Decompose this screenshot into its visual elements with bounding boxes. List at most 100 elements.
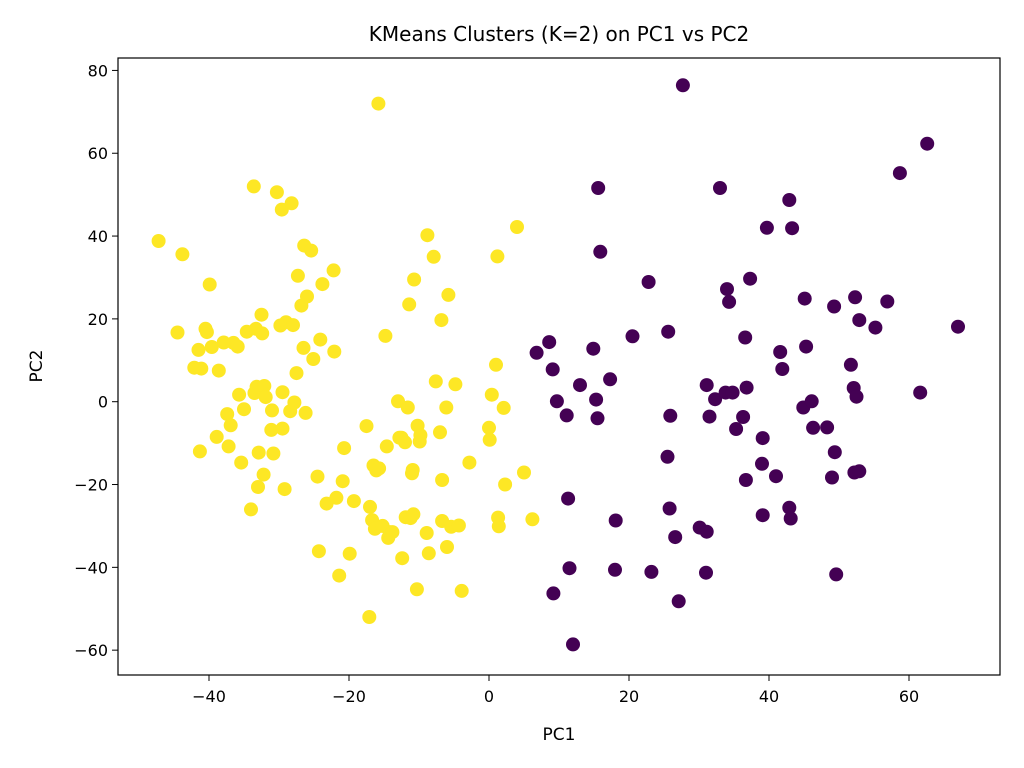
scatter-point	[385, 525, 400, 540]
scatter-point	[708, 392, 723, 407]
scatter-point	[400, 400, 415, 415]
scatter-point	[372, 461, 387, 476]
scatter-point	[661, 324, 676, 339]
scatter-point	[755, 456, 769, 471]
scatter-point	[590, 411, 605, 426]
scatter-point	[852, 313, 867, 328]
scatter-point	[702, 409, 717, 424]
scatter-point	[310, 469, 325, 484]
scatter-point	[517, 465, 531, 480]
scatter-point	[739, 380, 754, 395]
scatter-point	[699, 524, 714, 539]
y-tick-label: −40	[74, 558, 108, 577]
scatter-point	[251, 480, 265, 494]
scatter-point	[589, 392, 604, 407]
scatter-point	[402, 297, 417, 312]
scatter-point	[593, 244, 608, 259]
scatter-point	[440, 540, 454, 554]
scatter-point	[439, 400, 454, 415]
scatter-point	[191, 342, 206, 357]
y-tick-label: 20	[88, 310, 108, 329]
scatter-point	[223, 418, 238, 433]
scatter-point	[804, 394, 819, 409]
scatter-point	[170, 325, 185, 340]
scatter-point	[722, 294, 737, 309]
scatter-point	[913, 385, 928, 400]
scatter-point	[738, 330, 753, 345]
scatter-point	[454, 583, 469, 598]
scatter-point	[759, 220, 774, 235]
scatter-point	[265, 403, 279, 418]
scatter-point	[736, 410, 751, 424]
scatter-point	[785, 221, 800, 236]
scatter-point	[827, 445, 842, 460]
scatter-point	[448, 377, 463, 392]
scatter-point	[300, 289, 314, 304]
x-tick-label: 20	[619, 687, 639, 706]
scatter-point	[337, 441, 352, 456]
scatter-point	[489, 357, 503, 372]
scatter-point	[329, 490, 344, 505]
scatter-point	[332, 568, 347, 583]
scatter-point	[849, 389, 864, 404]
scatter-point	[255, 326, 270, 341]
scatter-point	[379, 439, 394, 454]
scatter-point	[868, 320, 883, 335]
scatter-point	[434, 313, 449, 328]
scatter-point	[482, 420, 496, 435]
scatter-point	[264, 422, 279, 437]
x-tick-label: 40	[759, 687, 779, 706]
scatter-point	[827, 299, 842, 314]
scatter-point	[216, 335, 231, 350]
y-tick-label: −20	[74, 476, 108, 495]
scatter-point	[287, 395, 302, 410]
scatter-point	[566, 637, 580, 652]
scatter-point	[820, 420, 835, 435]
scatter-point	[829, 567, 844, 582]
x-axis-ticks: −40 −20 0 20 40 60	[192, 675, 919, 706]
scatter-point	[573, 378, 587, 393]
y-tick-label: 60	[88, 144, 108, 163]
scatter-point	[462, 455, 477, 470]
scatter-point	[608, 562, 622, 577]
scatter-point	[289, 366, 304, 381]
scatter-point	[603, 372, 618, 387]
scatter-point	[335, 474, 350, 489]
scatter-point	[202, 277, 217, 292]
scatter-point	[286, 318, 300, 333]
scatter-point	[421, 546, 436, 561]
scatter-point	[395, 551, 410, 566]
scatter-point	[498, 477, 513, 492]
scatter-point	[441, 287, 456, 302]
data-points	[151, 78, 965, 652]
scatter-point	[668, 530, 683, 545]
scatter-point	[398, 435, 412, 450]
scatter-point	[413, 428, 428, 443]
x-tick-label: 60	[899, 687, 919, 706]
scatter-point	[378, 328, 393, 343]
scatter-point	[232, 387, 247, 402]
scatter-point	[797, 291, 812, 306]
scatter-point	[484, 387, 499, 402]
scatter-point	[359, 419, 374, 434]
scatter-point	[304, 243, 319, 258]
scatter-point	[220, 407, 235, 422]
scatter-point	[562, 561, 577, 576]
scatter-point	[211, 363, 226, 378]
scatter-point	[342, 546, 357, 561]
scatter-point	[327, 344, 342, 359]
scatter-point	[151, 234, 166, 248]
y-axis-label: PC2	[27, 350, 47, 383]
scatter-point	[296, 340, 311, 355]
scatter-point	[892, 166, 907, 181]
scatter-point	[525, 512, 540, 527]
scatter-point	[806, 420, 821, 435]
scatter-point	[660, 449, 675, 464]
scatter-point	[561, 491, 576, 506]
scatter-point	[848, 290, 863, 305]
scatter-point	[843, 357, 858, 372]
scatter-point	[362, 610, 377, 624]
scatter-point	[773, 345, 788, 359]
scatter-point	[799, 339, 814, 354]
